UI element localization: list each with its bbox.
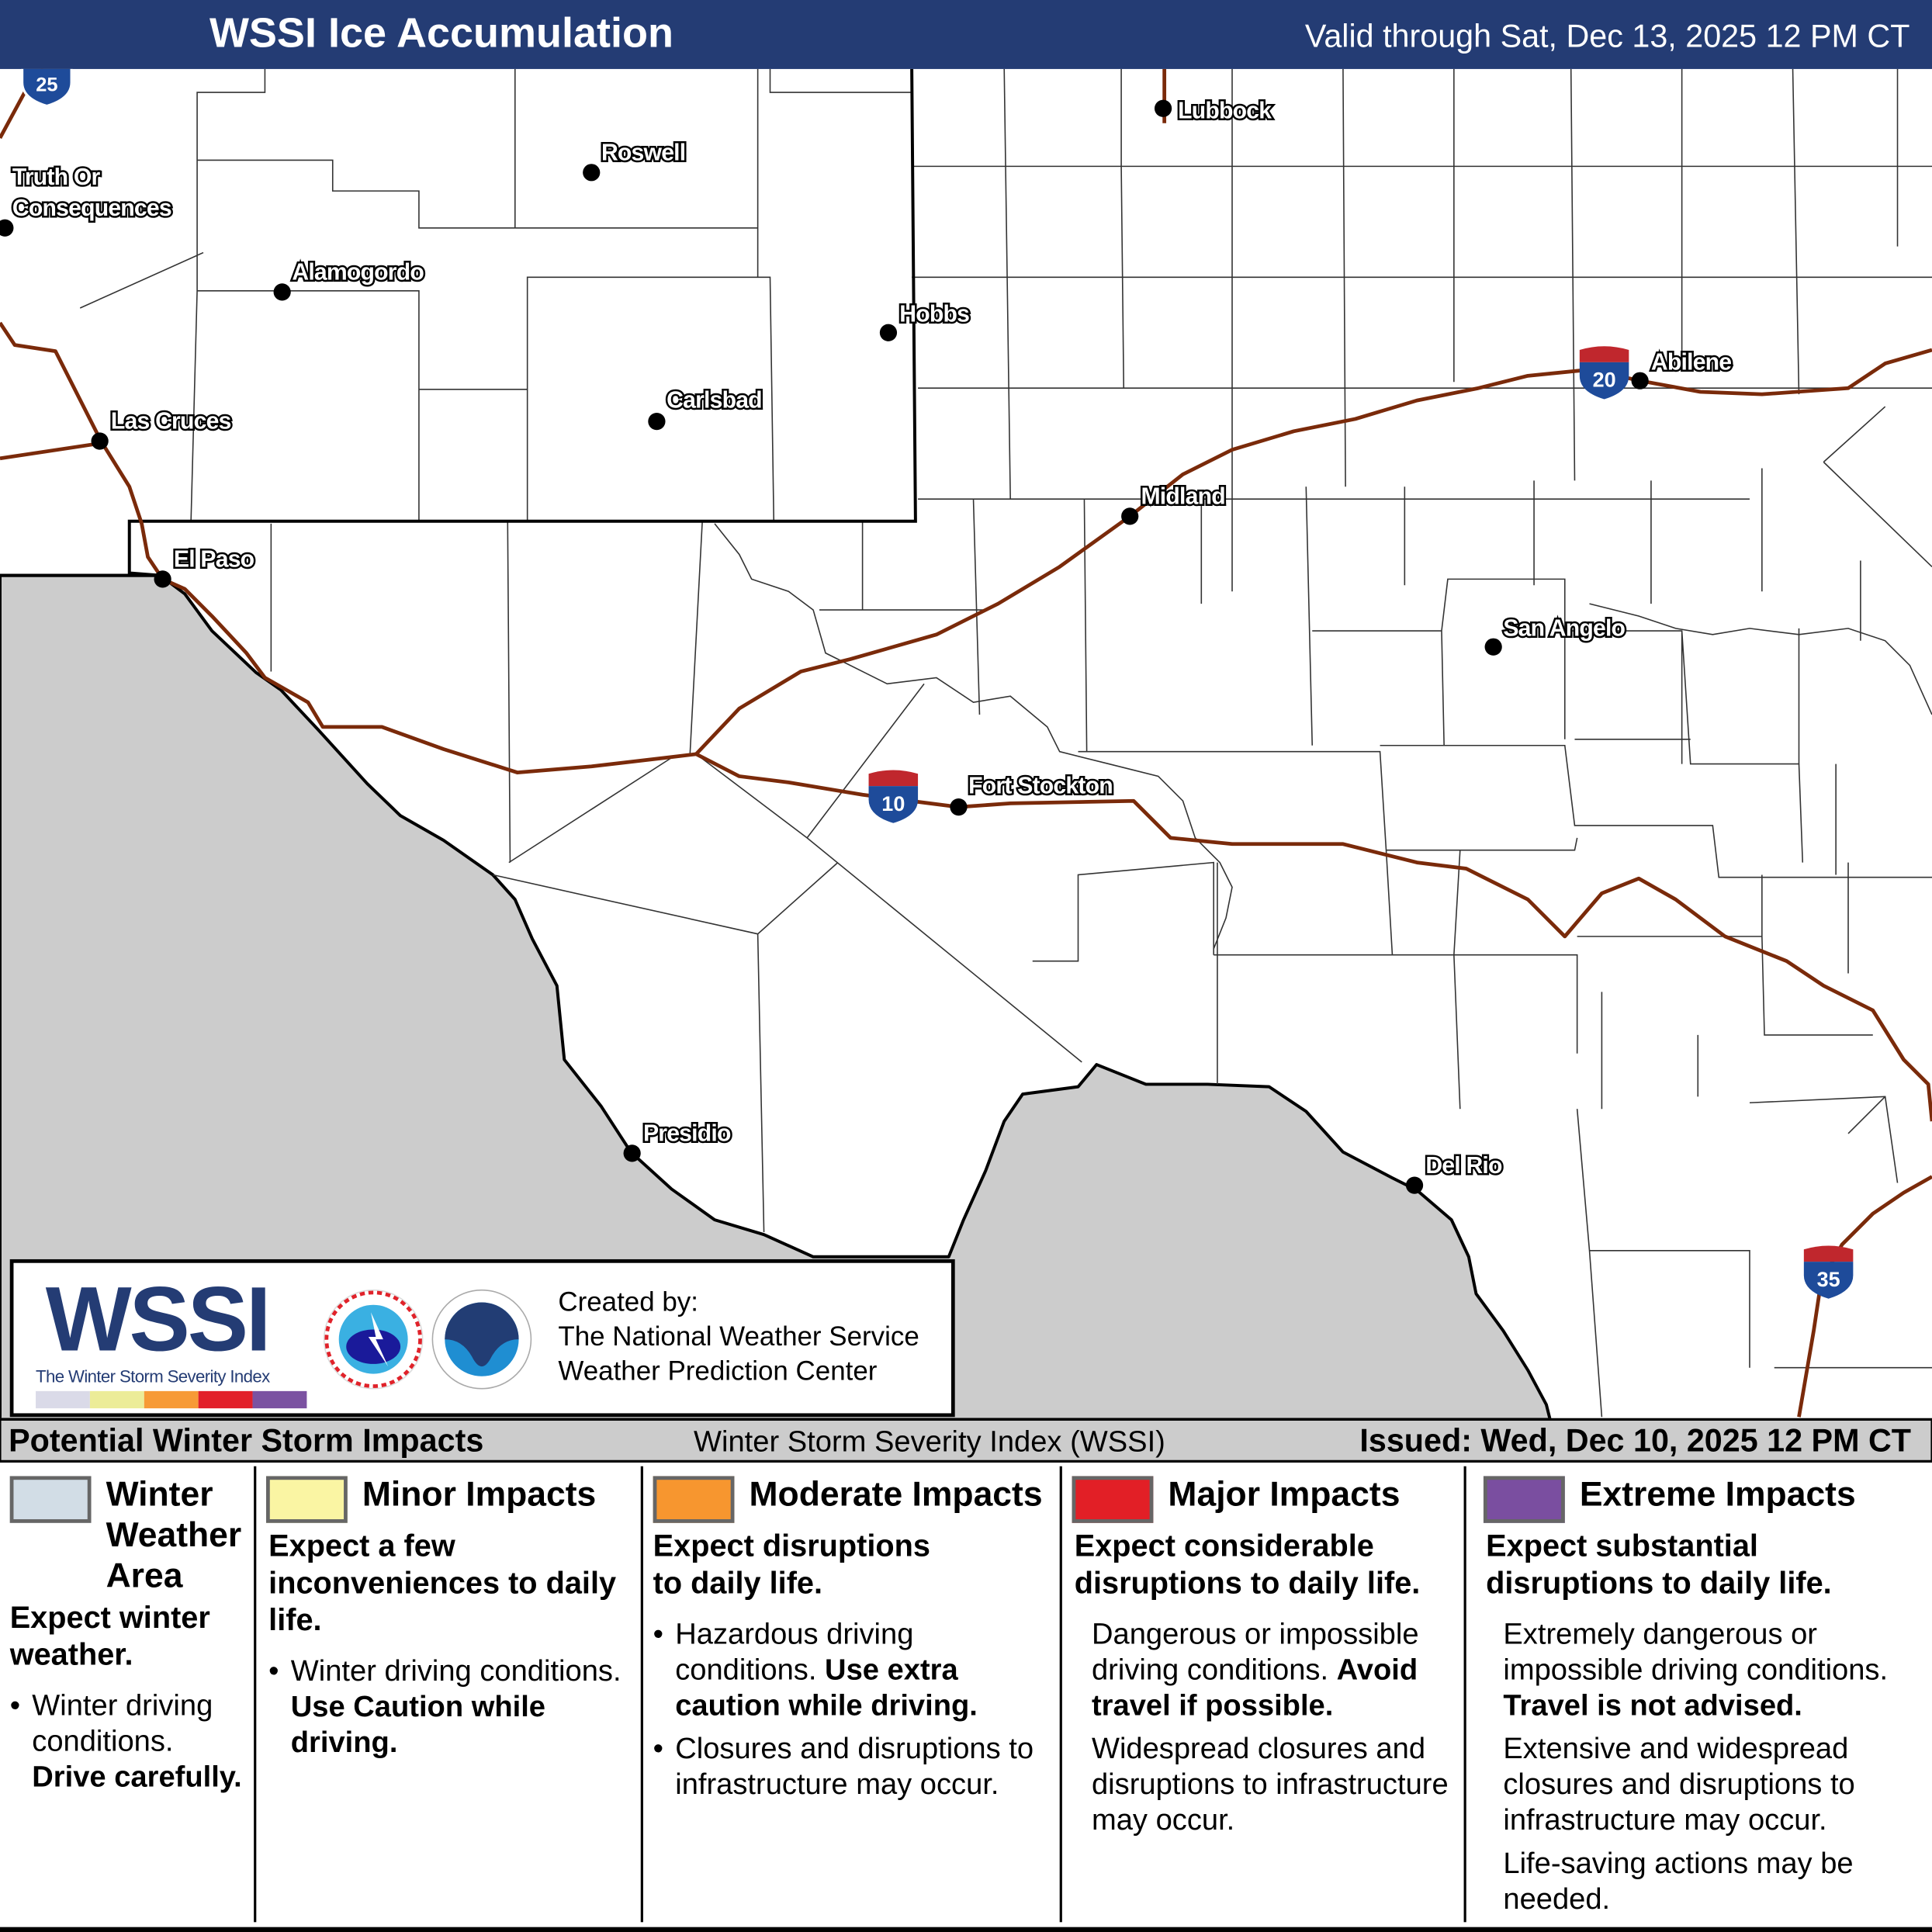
city-alamogordo: Alamogordo (273, 258, 427, 301)
legend-moderate-impacts: Moderate Impacts Expect disruptions to d… (643, 1464, 1060, 1923)
city-midland: Midland (1121, 482, 1227, 525)
category-text: Expect considerable disruptions to daily… (1075, 1528, 1462, 1846)
svg-text:35: 35 (1817, 1268, 1840, 1291)
city-abilene: Abilene (1631, 348, 1734, 390)
svg-text:Presidio: Presidio (643, 1120, 731, 1146)
county-lines (79, 68, 1932, 1418)
impact-item: Extremely dangerous or impossible drivin… (1503, 1618, 1889, 1723)
city-las-cruces: Las Cruces (91, 407, 234, 450)
svg-text:25: 25 (36, 74, 57, 96)
issued-time: Issued: Wed, Dec 10, 2025 12 PM CT (1359, 1421, 1912, 1459)
color-swatch (653, 1476, 735, 1523)
impact-item: Life-saving actions may be needed. (1503, 1847, 1854, 1916)
created-by: Created by: The National Weather Service… (558, 1286, 919, 1387)
svg-text:Truth Or: Truth Or (12, 164, 101, 190)
legend-heading: Potential Winter Storm Impacts (9, 1421, 484, 1459)
category-text: Expect substantial disruptions to daily … (1486, 1528, 1927, 1924)
svg-text:Lubbock: Lubbock (1178, 98, 1272, 123)
bullet-item: Closures and disruptions to infrastructu… (653, 1731, 1055, 1802)
state-borders (0, 68, 917, 577)
svg-text:20: 20 (1593, 369, 1616, 392)
divider (640, 1466, 643, 1923)
color-swatch (1483, 1476, 1565, 1523)
legend-major-impacts: Major Impacts Expect considerable disrup… (1062, 1464, 1464, 1923)
noaa-logo (431, 1289, 532, 1390)
i35-shield: 35 (1803, 1245, 1854, 1299)
divider (1463, 1466, 1466, 1923)
divider (1059, 1466, 1062, 1923)
city-carlsbad: Carlsbad (648, 386, 764, 431)
legend-header: Potential Winter Storm Impacts Winter St… (0, 1418, 1932, 1463)
city-del-rio: Del Rio (1405, 1151, 1504, 1194)
bullet-item: Winter driving conditions. Drive careful… (10, 1688, 251, 1795)
legend-minor-impacts: Minor Impacts Expect a few inconvenience… (256, 1464, 640, 1923)
legend-winter-weather-area: Winter Weather Area Expect winter weathe… (0, 1464, 254, 1923)
valid-time: Valid through Sat, Dec 13, 2025 12 PM CT (1304, 17, 1910, 54)
city-fort-stockton: Fort Stockton (950, 771, 1115, 816)
outside-area (0, 573, 1552, 1420)
legend-extreme-impacts: Extreme Impacts Expect substantial disru… (1466, 1464, 1930, 1923)
svg-text:Abilene: Abilene (1651, 349, 1731, 375)
category-text: Expect disruptions to daily life. Hazard… (653, 1528, 1055, 1810)
city-el-paso: El Paso (154, 545, 257, 588)
color-swatch (266, 1476, 348, 1523)
svg-text:Carlsbad: Carlsbad (667, 388, 762, 414)
map: 25 20 10 35 Lubbock Roswell Truth Or Cons… (0, 68, 1932, 1420)
cities: Lubbock Roswell Truth Or Consequences Ala… (0, 96, 1734, 1194)
credits-box: WSSI The Winter Storm Severity Index Cre… (9, 1259, 955, 1418)
i10-shield: 10 (868, 770, 919, 823)
wssi-logo: WSSI The Winter Storm Severity Index (36, 1273, 319, 1409)
impact-item: Widespread closures and disruptions to i… (1091, 1732, 1449, 1837)
svg-text:Las Cruces: Las Cruces (111, 409, 231, 435)
bullet-item: Hazardous driving conditions. Use extra … (653, 1616, 1055, 1723)
city-hobbs: Hobbs (879, 299, 971, 341)
svg-text:Consequences: Consequences (12, 196, 171, 221)
city-lubbock: Lubbock (1154, 96, 1275, 126)
color-swatch (1072, 1476, 1154, 1523)
divider (254, 1466, 257, 1923)
svg-text:Alamogordo: Alamogordo (292, 259, 424, 285)
svg-text:Hobbs: Hobbs (899, 301, 969, 327)
category-text: Expect winter weather. Winter driving co… (10, 1599, 251, 1802)
city-san-angelo: San Angelo (1484, 614, 1628, 656)
i20-shield: 20 (1579, 346, 1629, 400)
svg-text:Midland: Midland (1141, 483, 1224, 509)
svg-text:El Paso: El Paso (174, 546, 254, 572)
impact-item: Extensive and widespread closures and di… (1503, 1732, 1855, 1837)
city-roswell: Roswell (583, 138, 688, 182)
map-title: WSSI Ice Accumulation (209, 9, 673, 57)
svg-text:Roswell: Roswell (601, 140, 685, 165)
city-presidio: Presidio (623, 1119, 733, 1162)
svg-text:Fort Stockton: Fort Stockton (968, 774, 1113, 799)
impact-item: Dangerous or impossible driving conditio… (1091, 1618, 1419, 1723)
city-truth-or-consequences: Truth Or Consequences (0, 163, 174, 237)
svg-text:San Angelo: San Angelo (1503, 615, 1625, 641)
category-text: Expect a few inconveniences to daily lif… (268, 1528, 638, 1768)
bottom-border (0, 1927, 1932, 1932)
bullet-item: Winter driving conditions. Use Caution w… (268, 1653, 638, 1761)
wssi-color-scale (36, 1390, 307, 1409)
color-swatch (9, 1476, 92, 1523)
i25-shield: 25 (20, 68, 73, 108)
interstate-shields: 25 20 10 35 (20, 68, 1854, 1299)
index-name: Winter Storm Severity Index (WSSI) (694, 1425, 1165, 1459)
svg-text:10: 10 (881, 792, 905, 815)
header-bar: WSSI Ice Accumulation Valid through Sat,… (0, 0, 1932, 69)
nws-logo (323, 1289, 424, 1390)
svg-text:Del Rio: Del Rio (1425, 1153, 1502, 1179)
